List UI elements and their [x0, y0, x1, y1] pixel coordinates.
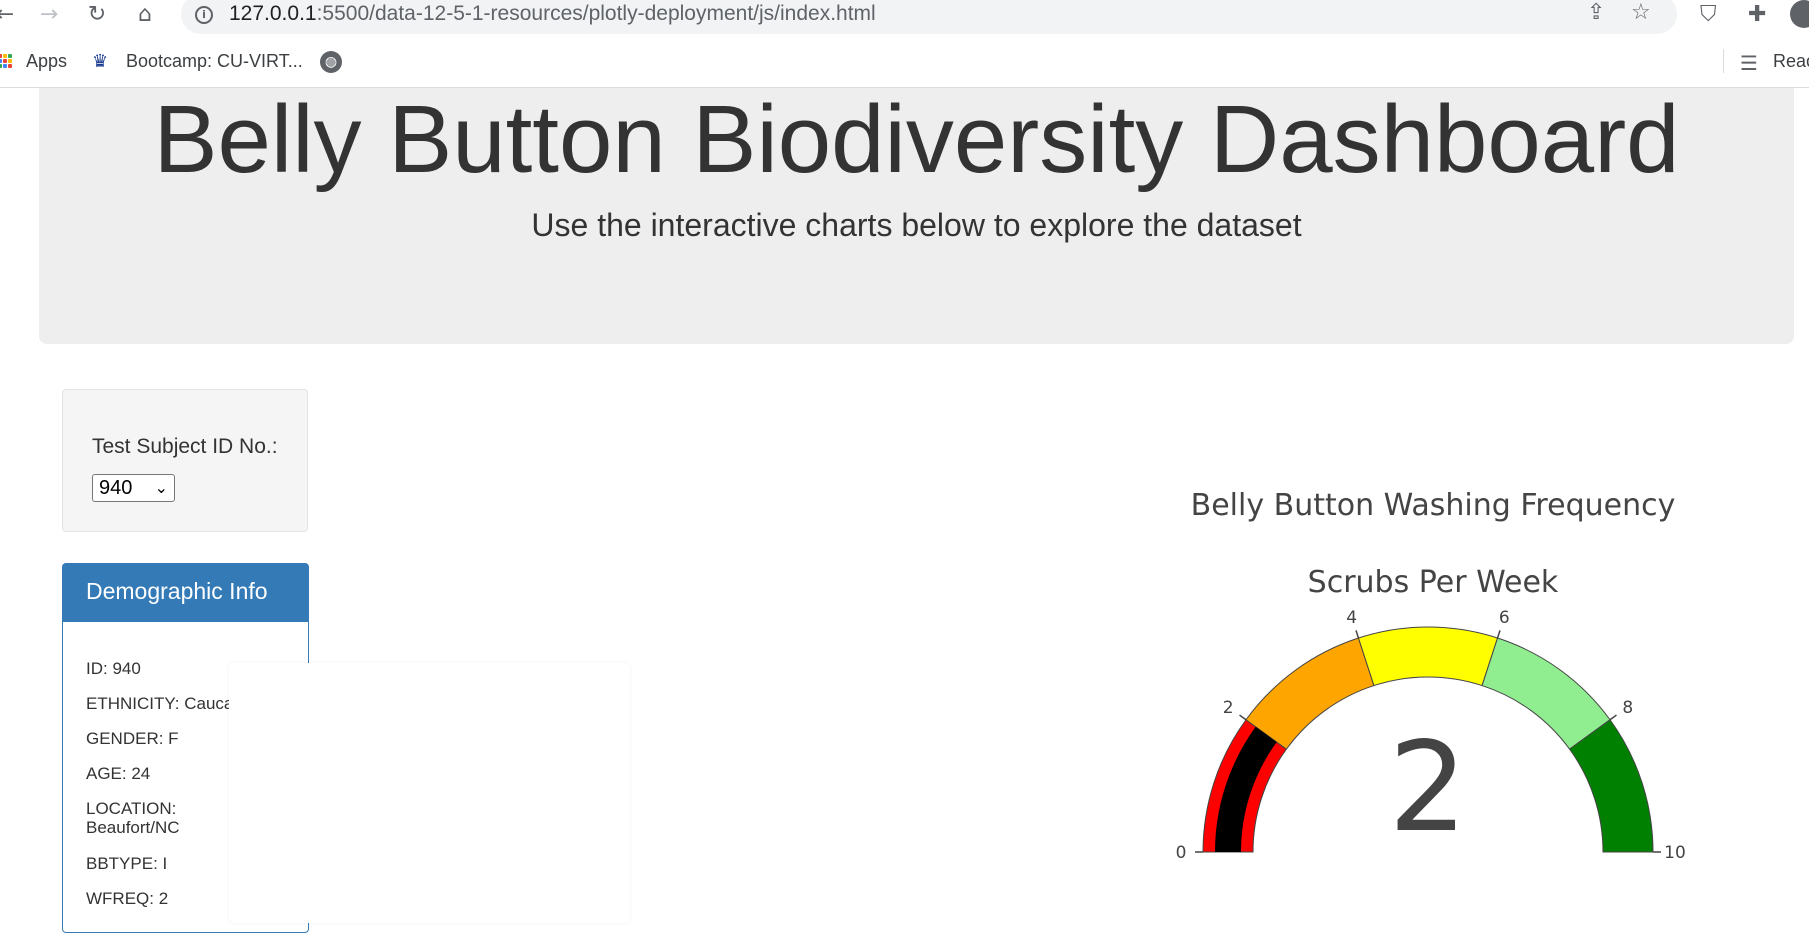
bookmarks-divider [1723, 49, 1724, 73]
url-path: :5500/data-12-5-1-resources/plotly-deplo… [316, 2, 876, 25]
browser-toolbar: ← → ↻ ⌂ i 127.0.0.1:5500/data-12-5-1-res… [0, 0, 1809, 34]
demo-age: AGE: 24 [86, 764, 151, 783]
bookmark-star-icon[interactable]: ☆ [1631, 0, 1651, 25]
page-title: Belly Button Biodiversity Dashboard [153, 86, 1680, 193]
gauge-tick-1 [1239, 714, 1247, 721]
subject-id-select[interactable]: 940 ⌄ [92, 474, 175, 502]
gauge-value-bar [1215, 726, 1277, 852]
gauge-step-4 [1568, 719, 1654, 853]
gauge-tick-3 [1496, 630, 1501, 639]
site-info-icon[interactable]: i [195, 6, 213, 24]
apps-grid-icon[interactable] [0, 54, 12, 68]
header-jumbotron: Belly Button Biodiversity Dashboard Use … [39, 86, 1794, 344]
subject-id-value: 940 [99, 477, 133, 499]
reading-list-icon[interactable]: ☰ [1740, 51, 1758, 75]
gauge-bar [1215, 726, 1277, 852]
demo-ethnicity: ETHNICITY: Caucasian [86, 694, 265, 713]
demo-wfreq: WFREQ: 2 [86, 889, 169, 908]
reload-icon[interactable]: ↻ [87, 2, 107, 27]
demographic-heading: Demographic Info [63, 564, 308, 622]
bookmarks-bar: Apps ♛ Bootcamp: CU-VIRT... ◍ ☰ Reac [0, 37, 1809, 88]
extensions-puzzle-icon[interactable]: ✚ [1748, 2, 1767, 27]
bookmark-apps[interactable]: Apps [26, 51, 68, 71]
home-icon[interactable]: ⌂ [138, 2, 152, 27]
gauge-tick-4 [1609, 714, 1617, 721]
subject-selector-well: Test Subject ID No.: 940 ⌄ [62, 389, 308, 532]
gauge-tick-label-4: 8 [1622, 698, 1633, 718]
gauge-value: 2 [1389, 716, 1468, 860]
gauge-tick-label-5: 10 [1664, 843, 1686, 863]
gauge-tick-label-1: 2 [1223, 698, 1234, 718]
forward-icon[interactable]: → [39, 2, 59, 27]
bookmark-bootcamp[interactable]: Bootcamp: CU-VIRT... [126, 51, 303, 71]
reading-list-label[interactable]: Reac [1773, 51, 1809, 71]
demo-bbtype: BBTYPE: I [86, 854, 168, 873]
back-icon[interactable]: ← [0, 2, 15, 27]
gauge-subtitle: Scrubs Per Week [1307, 565, 1559, 600]
gauge-tick-label-3: 6 [1499, 608, 1510, 628]
globe-icon[interactable]: ◍ [320, 51, 342, 73]
share-icon[interactable]: ⇪ [1587, 0, 1606, 25]
gauge-title: Belly Button Washing Frequency [1190, 488, 1676, 523]
gauge-chart: 0 2 4 6 8 10 2 [1176, 608, 1686, 863]
gauge-tick-label-0: 0 [1176, 843, 1187, 863]
demo-id: ID: 940 [86, 659, 141, 678]
gauge-step-3 [1481, 637, 1611, 750]
bootcamp-favicon-icon: ♛ [92, 51, 109, 72]
demo-gender: GENDER: F [86, 729, 179, 748]
bar-chart-area [229, 663, 630, 923]
profile-avatar[interactable] [1790, 0, 1809, 28]
page-subtitle: Use the interactive charts below to expl… [531, 207, 1302, 243]
url-host: 127.0.0.1 [229, 2, 317, 25]
url-text[interactable]: 127.0.0.1:5500/data-12-5-1-resources/plo… [229, 2, 876, 26]
subject-selector-label: Test Subject ID No.: [92, 435, 278, 458]
chevron-down-icon: ⌄ [154, 478, 168, 497]
demo-location: LOCATION: Beaufort/NC [86, 799, 180, 837]
gauge-tick-2 [1355, 630, 1360, 639]
gauge-tick-label-2: 4 [1346, 608, 1357, 628]
gauge-step-2 [1357, 626, 1499, 687]
address-bar[interactable]: i 127.0.0.1:5500/data-12-5-1-resources/p… [181, 0, 1677, 34]
gauge-step-1 [1245, 637, 1375, 750]
gauge-ticks: 0 2 4 6 8 10 [1176, 608, 1686, 863]
shield-extension-icon[interactable]: ⛉ [1700, 2, 1717, 27]
